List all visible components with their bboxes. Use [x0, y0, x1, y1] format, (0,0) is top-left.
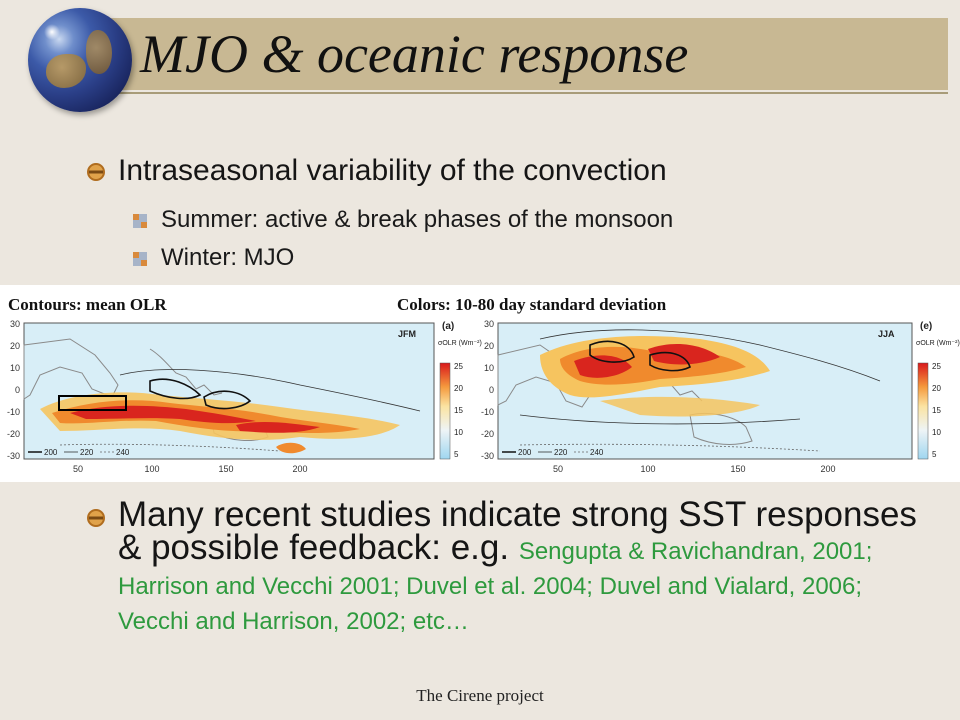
bullet-text: Intraseasonal variability of the convect…	[118, 154, 667, 187]
svg-text:15: 15	[932, 406, 941, 415]
svg-text:10: 10	[454, 428, 463, 437]
map-panel-jfm: (a) JFM 30 20 10 0 -10 -20 -30 50 100 15…	[7, 319, 482, 474]
bullet-icon	[87, 163, 105, 181]
svg-text:30: 30	[10, 319, 20, 329]
title-underline	[70, 92, 948, 94]
panel-season: JJA	[878, 329, 895, 339]
svg-text:10: 10	[10, 363, 20, 373]
title-bar	[70, 18, 948, 90]
svg-text:220: 220	[554, 448, 568, 457]
svg-text:25: 25	[932, 362, 941, 371]
footer-text: The Cirene project	[416, 686, 544, 705]
svg-text:20: 20	[484, 341, 494, 351]
svg-text:20: 20	[10, 341, 20, 351]
svg-text:0: 0	[15, 385, 20, 395]
svg-text:-30: -30	[481, 451, 494, 461]
svg-text:240: 240	[116, 448, 130, 457]
svg-text:20: 20	[932, 384, 941, 393]
figure-caption-right: Colors: 10-80 day standard deviation	[397, 295, 667, 314]
svg-text:-20: -20	[481, 429, 494, 439]
svg-text:150: 150	[218, 464, 233, 474]
svg-text:5: 5	[454, 450, 459, 459]
svg-text:0: 0	[489, 385, 494, 395]
svg-text:200: 200	[518, 448, 532, 457]
bottom-bullet-text: Many recent studies indicate strong SST …	[118, 495, 918, 636]
citation-text: Sengupta & Ravichandran, 2001; Harrison …	[118, 538, 873, 635]
sub-bullet-icon	[133, 252, 147, 266]
svg-text:25: 25	[454, 362, 463, 371]
svg-text:30: 30	[484, 319, 494, 329]
slide-title: MJO & oceanic response	[140, 24, 689, 84]
bullet-icon	[87, 509, 105, 527]
svg-text:100: 100	[144, 464, 159, 474]
svg-text:100: 100	[640, 464, 655, 474]
svg-text:200: 200	[820, 464, 835, 474]
bottom-main-text: Many recent studies indicate strong SST …	[118, 495, 917, 567]
colorbar-title: σOLR (Wm⁻²)	[438, 340, 482, 347]
svg-text:10: 10	[932, 428, 941, 437]
svg-text:5: 5	[932, 450, 937, 459]
svg-text:240: 240	[590, 448, 604, 457]
svg-text:50: 50	[553, 464, 563, 474]
svg-text:-10: -10	[7, 407, 20, 417]
svg-text:200: 200	[292, 464, 307, 474]
svg-text:200: 200	[44, 448, 58, 457]
panel-season: JFM	[398, 329, 416, 339]
sub-bullet-text: Summer: active & break phases of the mon…	[161, 206, 674, 233]
svg-text:10: 10	[484, 363, 494, 373]
svg-text:20: 20	[454, 384, 463, 393]
svg-text:220: 220	[80, 448, 94, 457]
svg-text:150: 150	[730, 464, 745, 474]
svg-text:50: 50	[73, 464, 83, 474]
svg-text:15: 15	[454, 406, 463, 415]
panel-tag: (e)	[920, 321, 932, 332]
globe-icon	[28, 8, 132, 112]
colorbar-title: σOLR (Wm⁻²)	[916, 340, 960, 347]
colorbar	[439, 362, 451, 460]
figure-caption-left: Contours: mean OLR	[8, 295, 167, 314]
sub-bullet-icon	[133, 214, 147, 228]
colorbar	[917, 362, 929, 460]
olr-maps: (a) JFM 30 20 10 0 -10 -20 -30 50 100 15…	[7, 319, 960, 474]
svg-text:-30: -30	[7, 451, 20, 461]
panel-tag: (a)	[442, 321, 454, 332]
svg-text:-20: -20	[7, 429, 20, 439]
map-panel-jja: (e) JJA 30 20 10 0 -10 -20 -30 50 100 15…	[481, 319, 960, 474]
sub-bullet-text: Winter: MJO	[161, 244, 295, 271]
svg-text:-10: -10	[481, 407, 494, 417]
